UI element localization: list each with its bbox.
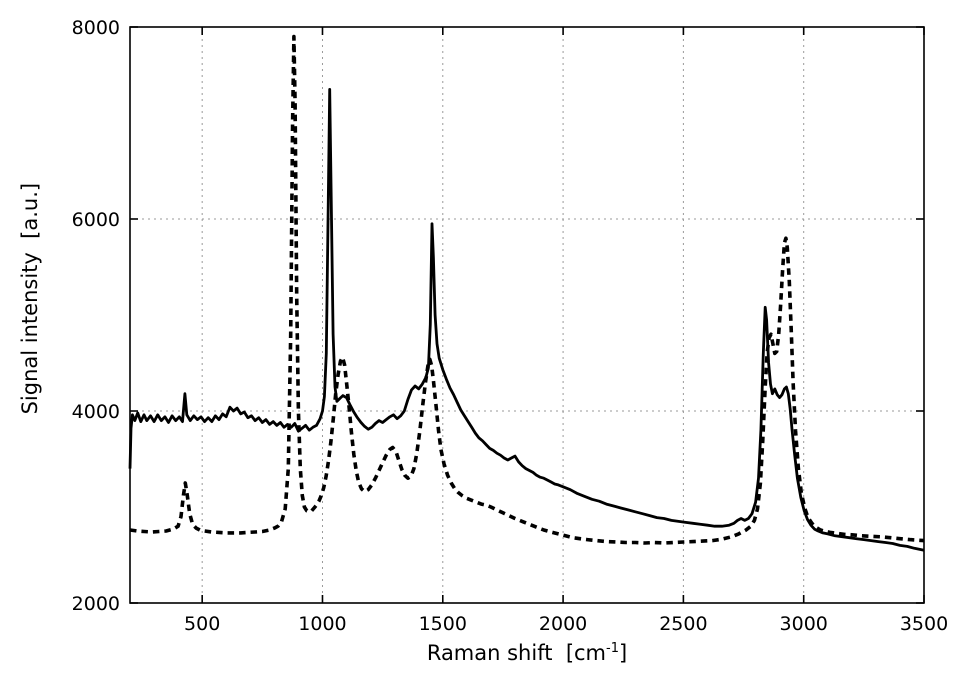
y-axis-title-text: Signal intensity [a.u.] [18, 182, 42, 415]
y-axis-title: Signal intensity [a.u.] [0, 183, 66, 441]
y-tick-label: 8000 [72, 17, 120, 39]
x-tick-label: 500 [184, 613, 220, 635]
plot-frame [129, 26, 925, 604]
y-tick-label: 6000 [72, 209, 120, 231]
x-tick-label: 3000 [780, 613, 828, 635]
x-tick-label: 1500 [419, 613, 467, 635]
x-axis-title-superscript: -1 [606, 641, 619, 656]
series-solid-spectrum [128, 88, 925, 552]
series-dashed-spectrum [129, 34, 925, 545]
x-axis-title-prefix: Raman shift [cm [426, 641, 607, 665]
y-tick-label: 2000 [72, 593, 120, 615]
x-tick-label: 1000 [298, 613, 346, 635]
x-tick-label: 3500 [900, 613, 948, 635]
x-tick-label: 2500 [659, 613, 707, 635]
x-axis-title-suffix: ] [618, 641, 628, 665]
x-tick-label: 2000 [539, 613, 587, 635]
y-tick-label: 4000 [72, 401, 120, 423]
x-axis-title: Raman shift [cm-1] [130, 641, 924, 665]
